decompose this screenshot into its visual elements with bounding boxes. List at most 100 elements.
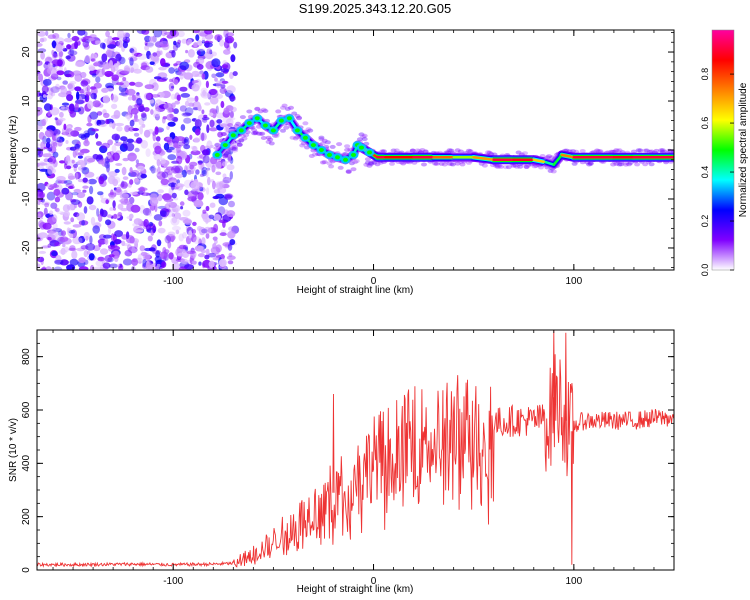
noise-blob: [223, 40, 230, 49]
bottom-x-axis-ticks: -100 0 100: [52, 330, 675, 587]
noise-blob: [200, 87, 208, 94]
ridge-halo: [255, 131, 262, 136]
noise-blob: [187, 102, 195, 107]
noise-blob: [68, 103, 75, 112]
noise-blob: [77, 30, 86, 36]
noise-blob: [182, 232, 187, 239]
noise-blob: [111, 74, 119, 81]
noise-blob: [184, 189, 189, 196]
ridge-halo: [441, 162, 448, 167]
noise-blob: [42, 222, 52, 230]
noise-blob: [55, 43, 63, 53]
noise-blob: [53, 232, 61, 241]
noise-blob: [220, 83, 226, 89]
noise-blob: [180, 124, 186, 131]
noise-blob: [108, 254, 115, 258]
noise-blob: [183, 218, 192, 226]
snr-frame: [36, 329, 675, 571]
ridge-halo: [328, 164, 335, 169]
ridge-halo: [369, 159, 376, 164]
noise-blob: [42, 94, 47, 98]
noise-blob: [96, 68, 105, 78]
noise-blob: [43, 103, 52, 111]
noise-blob: [40, 267, 47, 270]
noise-blob: [161, 261, 167, 268]
noise-blob: [226, 32, 235, 37]
noise-blob: [105, 87, 114, 92]
noise-blob: [159, 128, 163, 133]
ridge-halo: [353, 159, 360, 164]
noise-blob: [168, 82, 175, 92]
noise-blob: [157, 166, 161, 175]
noise-blob: [47, 165, 54, 175]
noise-blob: [49, 184, 59, 189]
noise-blob: [209, 202, 216, 208]
ridge-node-core: [294, 128, 300, 133]
noise-blob: [50, 91, 56, 97]
noise-blob: [152, 56, 159, 62]
noise-blob: [39, 192, 46, 199]
noise-blob: [68, 185, 75, 190]
noise-blob: [117, 212, 123, 217]
ridge-halo: [312, 152, 318, 157]
noise-blob: [128, 171, 137, 177]
noise-blob: [111, 37, 120, 41]
noise-blob: [86, 157, 96, 163]
noise-blob: [76, 191, 86, 199]
noise-blob: [88, 37, 95, 42]
ridge-halo: [361, 137, 368, 142]
ridge-halo: [481, 163, 488, 168]
noise-blob: [202, 149, 210, 156]
noise-blob: [224, 194, 233, 200]
noise-blob: [99, 248, 109, 255]
noise-blob: [69, 258, 79, 266]
noise-blob: [113, 110, 121, 119]
noise-blob: [129, 57, 134, 66]
noise-blob: [133, 52, 143, 57]
noise-blob: [94, 40, 102, 45]
ridge-halo: [231, 145, 238, 150]
noise-blob: [191, 70, 200, 78]
noise-blob: [211, 164, 216, 173]
noise-blob: [93, 62, 100, 67]
noise-blob: [107, 244, 116, 250]
noise-blob: [159, 251, 168, 260]
ridge-halo: [659, 148, 666, 153]
noise-blob: [96, 111, 103, 116]
noise-blob: [97, 160, 105, 165]
noise-blob: [44, 202, 50, 208]
noise-blob: [37, 48, 47, 53]
noise-blob: [67, 83, 73, 90]
noise-blob: [173, 142, 179, 148]
noise-blob: [127, 246, 138, 254]
noise-blob: [88, 66, 96, 71]
colorbar-ticks: 0.0 0.2 0.4 0.6 0.8: [700, 68, 734, 276]
noise-blob: [77, 178, 84, 183]
y-tick-label: -20: [21, 240, 32, 255]
colorbar-tick-label: 0.8: [700, 68, 710, 81]
noise-blob: [107, 44, 117, 49]
noise-blob: [63, 211, 70, 217]
noise-blob: [229, 171, 233, 180]
noise-blob: [142, 207, 152, 216]
top-x-axis-ticks: -100 0 100: [52, 30, 675, 287]
ridge-halo: [421, 162, 427, 167]
ridge-halo: [260, 107, 267, 112]
noise-blob: [227, 230, 236, 239]
noise-blob: [203, 226, 212, 235]
ridge-halo: [337, 165, 344, 170]
noise-blob: [110, 93, 114, 101]
noise-blob: [193, 187, 198, 197]
noise-blob: [128, 126, 135, 132]
noise-blob: [69, 48, 75, 57]
noise-blob: [67, 50, 78, 56]
noise-blob: [78, 235, 86, 244]
noise-blob: [226, 164, 235, 171]
noise-blob: [155, 50, 161, 58]
noise-blob: [67, 32, 71, 39]
noise-blob: [160, 210, 167, 218]
ridge-halo: [502, 165, 509, 170]
noise-blob: [83, 85, 87, 94]
noise-blob: [200, 249, 207, 254]
noise-blob: [49, 210, 54, 216]
